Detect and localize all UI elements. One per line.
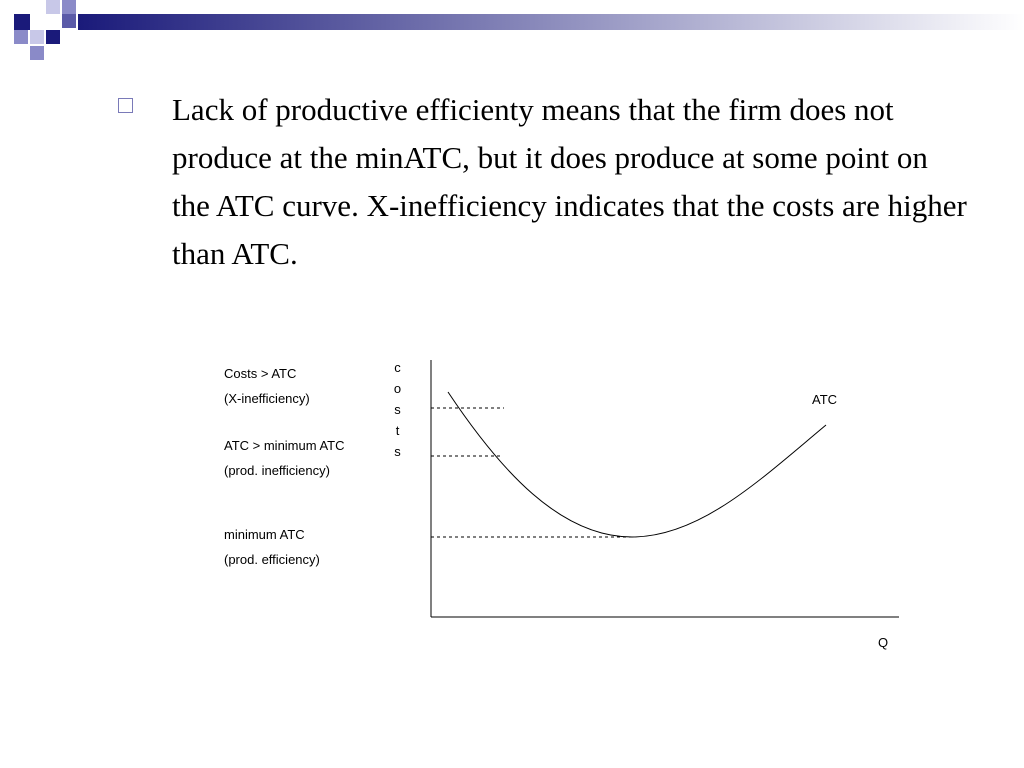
diagram-label: (prod. inefficiency) — [224, 463, 330, 478]
deco-square — [14, 30, 28, 44]
diagram-label: minimum ATC — [224, 527, 305, 542]
deco-square — [30, 30, 44, 44]
curve-label: ATC — [812, 392, 838, 407]
header-bar — [78, 14, 1024, 30]
deco-square — [46, 30, 60, 44]
diagram-label: (X-inefficiency) — [224, 391, 310, 406]
bullet-text: Lack of productive efficienty means that… — [172, 92, 967, 271]
diagram-label: ATC > minimum ATC — [224, 438, 345, 453]
deco-square — [30, 46, 44, 60]
atc-curve — [447, 391, 827, 538]
deco-square — [46, 0, 60, 14]
y-axis-label: costs — [390, 360, 405, 465]
bullet-icon — [118, 98, 133, 113]
diagram-label: (prod. efficiency) — [224, 552, 320, 567]
x-axis-label: Q — [878, 635, 889, 650]
deco-square — [62, 0, 76, 14]
deco-square — [14, 14, 30, 30]
diagram-label: Costs > ATC — [224, 366, 297, 381]
deco-square — [62, 14, 76, 28]
